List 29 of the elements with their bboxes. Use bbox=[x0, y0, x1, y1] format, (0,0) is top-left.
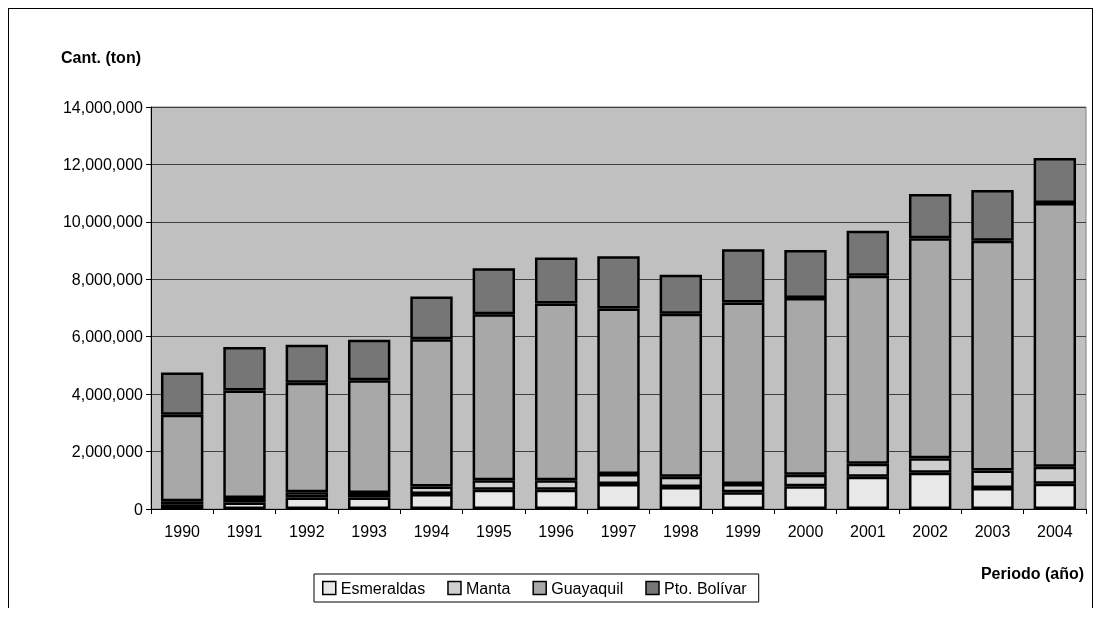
x-tick-label: 1996 bbox=[538, 522, 575, 540]
y-tick-label: 14,000,000 bbox=[62, 98, 144, 116]
x-tick-label: 1999 bbox=[725, 522, 762, 540]
x-tick-label: 2003 bbox=[974, 522, 1011, 540]
x-tick-label: 1998 bbox=[663, 522, 699, 540]
y-tick-label: 6,000,000 bbox=[71, 328, 144, 346]
y-tick-label: 2,000,000 bbox=[71, 443, 144, 461]
x-tick-label: 2000 bbox=[787, 522, 824, 540]
legend-label: Guayaquil bbox=[551, 579, 624, 597]
x-tick-label: 1990 bbox=[164, 522, 201, 540]
x-tick-label: 1993 bbox=[351, 522, 388, 540]
x-tick-label: 1991 bbox=[226, 522, 263, 540]
x-tick-label: 2001 bbox=[850, 522, 886, 540]
legend-label: Manta bbox=[465, 579, 511, 597]
y-axis-title: Cant. (ton) bbox=[61, 48, 141, 66]
x-tick-label: 1994 bbox=[413, 522, 450, 540]
legend-label: Esmeraldas bbox=[340, 579, 426, 597]
x-axis-title: Periodo (año) bbox=[980, 564, 1084, 582]
x-tick-label: 1995 bbox=[476, 522, 512, 540]
y-tick-label: 10,000,000 bbox=[62, 213, 144, 231]
legend-label: Pto. Bolívar bbox=[663, 579, 748, 597]
y-tick-label: 8,000,000 bbox=[71, 270, 144, 288]
x-tick-label: 1992 bbox=[289, 522, 325, 540]
y-tick-label: 0 bbox=[134, 500, 144, 518]
x-tick-label: 2004 bbox=[1037, 522, 1073, 540]
y-tick-label: 12,000,000 bbox=[62, 155, 144, 173]
x-tick-label: 2002 bbox=[912, 522, 949, 540]
y-tick-label: 4,000,000 bbox=[71, 385, 144, 403]
x-tick-label: 1997 bbox=[600, 522, 637, 540]
